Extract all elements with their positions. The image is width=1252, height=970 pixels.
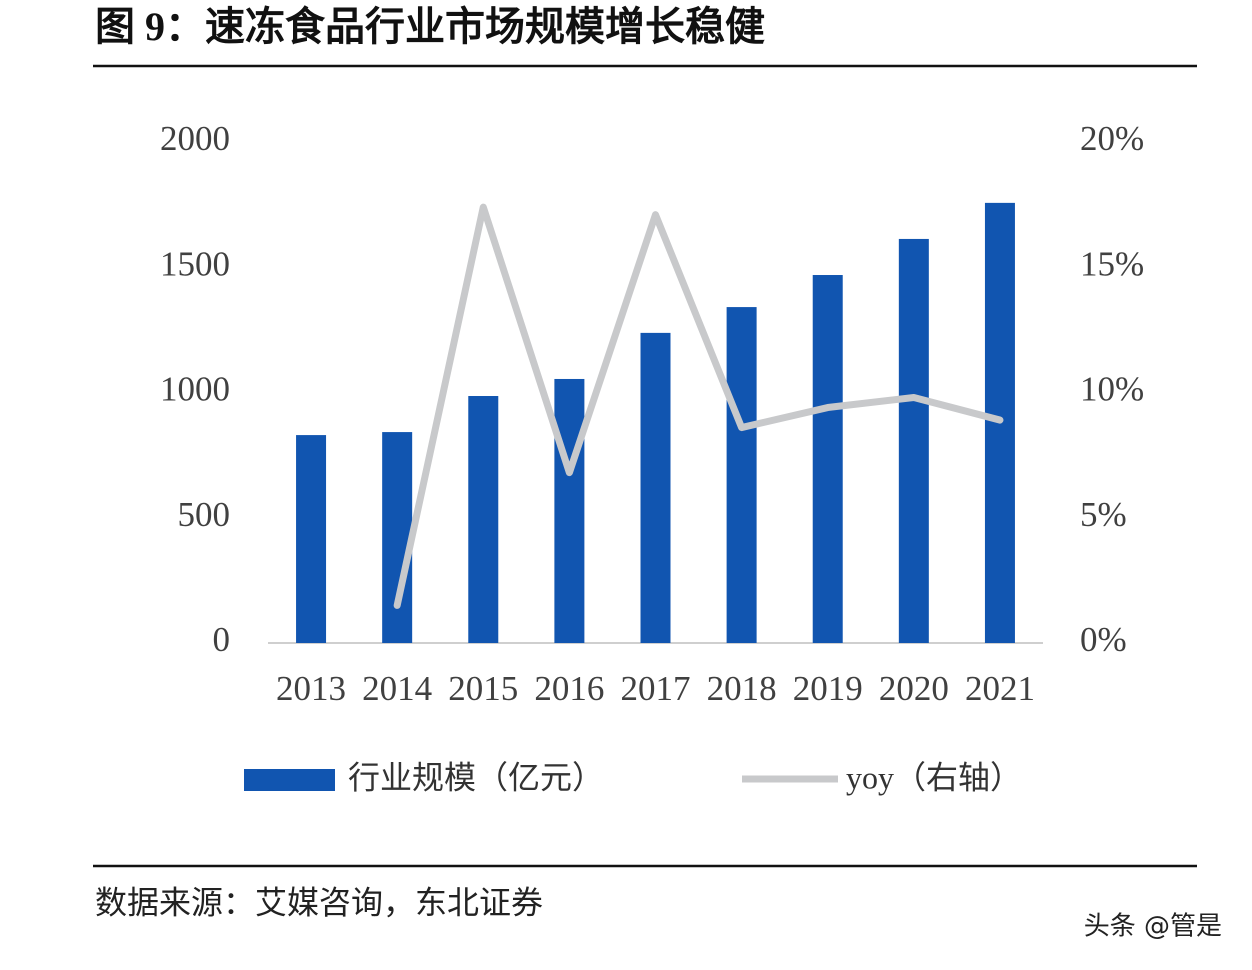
x-tick-label: 2015 <box>448 669 518 708</box>
line <box>393 203 1004 609</box>
x-tick-label: 2013 <box>276 669 346 708</box>
bar <box>382 432 413 643</box>
y2-tick-label: 0% <box>1080 620 1127 659</box>
y2-tick-label: 20% <box>1080 119 1144 158</box>
y-tick-label: 2000 <box>160 119 230 158</box>
y2-tick-label: 5% <box>1080 495 1127 534</box>
x-tick-label: 2019 <box>793 669 863 708</box>
bar <box>726 307 757 643</box>
legend-label: yoy（右轴） <box>846 759 1022 795</box>
y-tick-label: 0 <box>213 620 231 659</box>
bar <box>296 435 327 643</box>
y2-tick-label: 10% <box>1080 370 1144 409</box>
x-tick-label: 2014 <box>362 669 432 708</box>
source: 数据来源：艾媒咨询，东北证券 <box>95 884 543 920</box>
y2-tick-label: 15% <box>1080 244 1144 283</box>
bar <box>812 275 843 643</box>
y-tick-label: 500 <box>178 495 231 534</box>
x-tick-label: 2018 <box>707 669 777 708</box>
x-tick-label: 2020 <box>879 669 949 708</box>
chart-title: 图 9：速冻食品行业市场规模增长稳健 <box>95 4 765 49</box>
y-tick-label: 1500 <box>160 244 230 283</box>
bar <box>898 238 929 644</box>
watermark: 头条 @管是 <box>1084 912 1222 942</box>
y-tick-label: 1000 <box>160 370 230 409</box>
bar <box>554 378 585 643</box>
bar <box>468 396 499 643</box>
bar <box>640 332 671 643</box>
x-tick-label: 2016 <box>534 669 604 708</box>
legend-swatch <box>244 769 335 791</box>
x-tick-label: 2017 <box>621 669 691 708</box>
x-tick-label: 2021 <box>965 669 1035 708</box>
legend-label: 行业规模（亿元） <box>348 759 604 795</box>
